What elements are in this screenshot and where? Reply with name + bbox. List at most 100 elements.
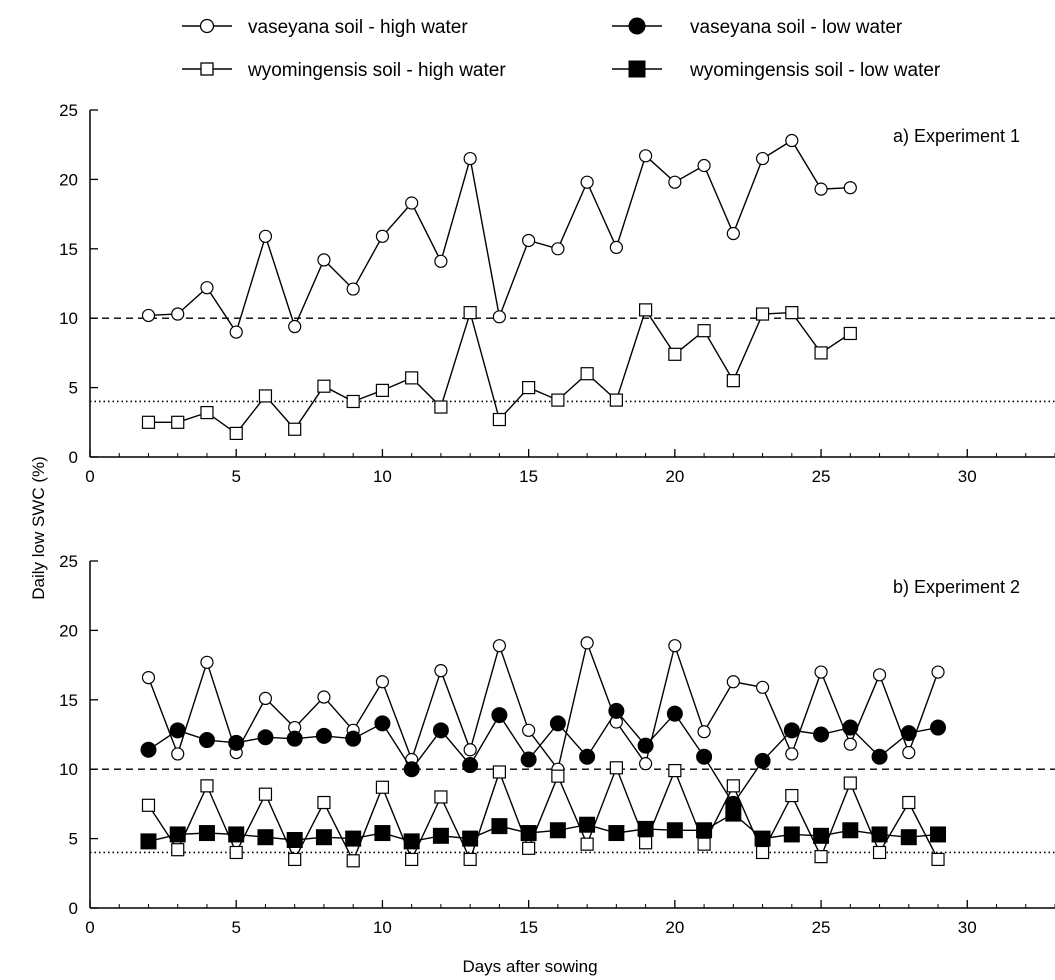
data-point — [492, 412, 506, 427]
marker-open-square — [492, 412, 506, 427]
data-point — [345, 830, 362, 847]
marker-open-square — [346, 854, 360, 868]
data-point — [200, 405, 214, 420]
marker-open-circle — [843, 181, 857, 195]
panel-title: a) Experiment 1 — [893, 126, 1020, 146]
data-point — [843, 181, 857, 195]
data-point — [228, 826, 245, 843]
data-point — [141, 308, 156, 323]
data-point — [783, 826, 800, 843]
data-point — [229, 845, 243, 860]
data-point — [871, 826, 888, 843]
series-line — [148, 812, 939, 843]
data-point — [697, 324, 711, 338]
data-point — [198, 825, 215, 842]
marker-filled-circle — [900, 725, 917, 742]
data-point — [432, 827, 449, 844]
data-point — [434, 790, 448, 804]
marker-open-square — [200, 779, 214, 793]
marker-filled-square — [228, 826, 245, 843]
data-point — [549, 822, 566, 839]
marker-filled-circle — [169, 722, 186, 739]
data-point — [171, 843, 185, 857]
data-point — [375, 780, 390, 794]
marker-filled-square — [345, 830, 362, 847]
data-point — [462, 830, 479, 847]
marker-filled-circle — [696, 748, 713, 765]
legend-marker-filled-square — [628, 60, 646, 78]
y-tick-label: 20 — [59, 621, 78, 640]
marker-open-square — [931, 852, 945, 867]
data-point — [639, 757, 653, 771]
panel-title: b) Experiment 2 — [893, 577, 1020, 597]
data-point — [257, 829, 274, 846]
marker-open-circle — [872, 668, 887, 682]
marker-filled-square — [432, 827, 449, 844]
marker-open-square — [902, 795, 916, 810]
marker-open-square — [609, 761, 623, 775]
marker-filled-circle — [871, 748, 888, 765]
data-point — [579, 816, 596, 833]
x-tick-label: 15 — [519, 467, 538, 486]
data-point — [608, 825, 625, 842]
marker-filled-circle — [432, 722, 449, 739]
marker-open-square — [814, 346, 828, 360]
marker-open-circle — [814, 182, 828, 196]
data-point — [522, 233, 536, 248]
data-point — [171, 747, 185, 761]
data-point — [317, 690, 331, 704]
y-tick-label: 0 — [69, 899, 78, 918]
marker-open-square — [405, 371, 419, 385]
data-point — [317, 795, 331, 810]
data-point — [931, 852, 945, 867]
marker-open-square — [288, 852, 302, 867]
data-point — [491, 707, 508, 724]
legend-entry-vaseyana-high: vaseyana soil - high water — [182, 17, 468, 38]
data-point — [258, 389, 273, 403]
marker-open-circle — [141, 670, 156, 685]
y-axis-title: Daily low SWC (%) — [29, 456, 48, 600]
data-point — [317, 253, 331, 267]
data-point — [317, 379, 331, 393]
marker-filled-square — [813, 827, 830, 844]
marker-open-square — [229, 426, 243, 441]
data-point — [755, 307, 770, 321]
data-point — [580, 175, 594, 189]
data-point — [842, 822, 859, 839]
legend-label: wyomingensis soil - high water — [247, 60, 506, 81]
marker-filled-circle — [345, 730, 362, 747]
data-point — [492, 639, 506, 653]
marker-filled-circle — [286, 730, 303, 747]
marker-open-circle — [258, 691, 273, 706]
x-tick-label: 25 — [812, 467, 831, 486]
data-point — [843, 326, 857, 341]
marker-open-circle — [171, 747, 185, 761]
marker-open-square — [551, 393, 565, 407]
marker-open-square — [171, 415, 185, 429]
marker-open-circle — [200, 281, 214, 295]
marker-filled-square — [696, 822, 713, 839]
marker-open-square — [639, 303, 653, 317]
data-point — [258, 229, 273, 243]
y-tick-label: 15 — [59, 691, 78, 710]
marker-open-square — [726, 374, 740, 388]
series-line — [148, 139, 851, 334]
data-point — [434, 254, 448, 268]
data-point — [697, 837, 711, 851]
x-tick-label: 25 — [812, 918, 831, 937]
data-point — [403, 761, 420, 778]
marker-open-circle — [726, 675, 740, 689]
x-tick-label: 10 — [373, 918, 392, 937]
marker-open-square — [551, 769, 565, 783]
marker-open-circle — [317, 690, 331, 704]
marker-filled-circle — [930, 719, 947, 736]
marker-open-circle — [580, 636, 594, 650]
marker-filled-circle — [783, 722, 800, 739]
x-tick-label: 20 — [665, 918, 684, 937]
data-point — [200, 281, 214, 295]
data-point — [668, 175, 682, 189]
data-point — [668, 347, 682, 361]
marker-filled-circle — [198, 732, 215, 749]
marker-open-circle — [843, 737, 857, 751]
marker-filled-square — [169, 826, 186, 843]
